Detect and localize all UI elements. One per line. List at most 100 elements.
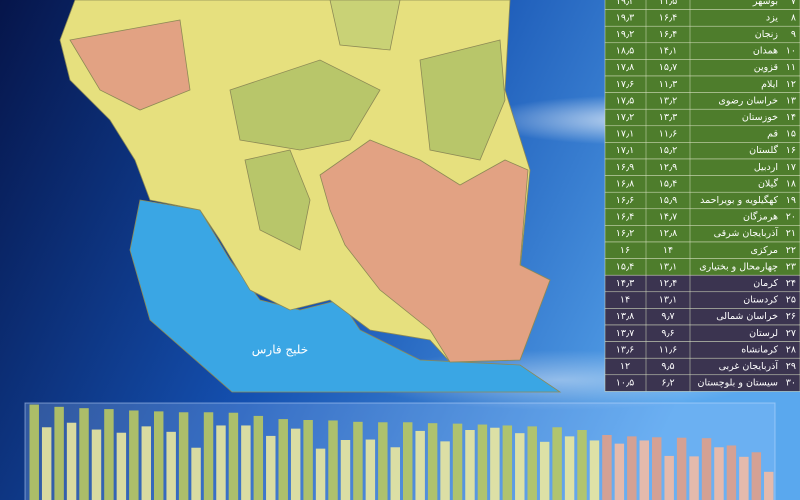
value: ۱۷٫۱ <box>616 129 634 140</box>
value: ۱۰٫۵ <box>616 378 634 389</box>
bar <box>129 410 139 500</box>
bar <box>79 408 89 500</box>
bar <box>465 430 475 500</box>
bar <box>676 437 687 500</box>
rank: ۲۴ <box>786 278 796 289</box>
bar <box>440 441 450 500</box>
value: ۱۴ <box>663 245 673 256</box>
bar <box>751 452 762 500</box>
bar <box>228 412 239 500</box>
table: ۷ بوشهر ۱۱٫۵ ۱۹٫۳ ۸ یزد ۱۶٫۴ ۱۹٫۳ ۹ زنجان ۱۶٫۴ ۱۹٫۲… <box>604 0 800 392</box>
rank: ۱۸ <box>786 178 796 189</box>
bar <box>726 445 737 500</box>
value: ۹٫۵ <box>661 361 674 372</box>
value: ۱۷٫۸ <box>616 62 634 73</box>
bar <box>403 422 413 500</box>
value: ۱۹٫۳ <box>616 0 634 7</box>
rank: ۲۵ <box>786 295 796 306</box>
bar <box>415 430 425 500</box>
bar <box>502 425 513 500</box>
value: ۱۵٫۴ <box>659 178 677 189</box>
value: ۱۱٫۳ <box>659 79 677 90</box>
province-name: بوشهر <box>752 0 778 7</box>
value: ۱۶٫۹ <box>616 162 634 173</box>
rank: ۱۹ <box>786 195 796 206</box>
province <box>329 0 401 51</box>
value: ۱۶٫۴ <box>616 212 634 223</box>
value: ۱۲٫۴ <box>659 278 677 289</box>
bar <box>66 422 77 500</box>
value: ۱۶٫۲ <box>616 228 634 239</box>
value: ۱۷٫۶ <box>616 79 634 90</box>
bar <box>29 404 39 500</box>
bar <box>490 427 500 500</box>
bar <box>253 415 264 500</box>
province-name: قم <box>767 129 778 140</box>
province-name: کردستان <box>743 295 778 306</box>
bar <box>191 447 201 500</box>
province-name: خوزستان <box>742 112 778 123</box>
rank: ۲۳ <box>786 261 796 272</box>
rank: ۹ <box>791 29 796 40</box>
rank: ۲۲ <box>786 245 796 256</box>
value: ۱۶٫۴ <box>659 29 677 40</box>
rank: ۸ <box>791 12 796 23</box>
bar-chart <box>29 404 774 500</box>
province <box>229 59 381 151</box>
value: ۱۷٫۲ <box>616 112 634 123</box>
value: ۱۶٫۸ <box>616 178 634 189</box>
value: ۱۳٫۱ <box>659 295 677 306</box>
bar <box>427 423 438 500</box>
bar <box>303 420 313 500</box>
value: ۹٫۷ <box>661 311 674 322</box>
bar <box>203 412 214 500</box>
bar <box>477 424 488 500</box>
bar <box>54 406 64 500</box>
map-label: خلیج فارس <box>252 343 308 358</box>
rank: ۲۰ <box>786 212 796 223</box>
province-name: همدان <box>753 46 778 57</box>
bar <box>290 428 301 500</box>
bar <box>515 433 525 500</box>
province-name: آذربایجان شرقی <box>714 226 779 239</box>
value: ۱۷٫۵ <box>616 95 634 106</box>
sea <box>129 199 562 393</box>
province-name: گیلان <box>758 177 779 189</box>
value: ۱۳٫۲ <box>659 95 677 106</box>
bar <box>564 436 575 500</box>
bar <box>577 430 587 500</box>
rank: ۲۹ <box>786 361 796 372</box>
bar <box>116 432 127 500</box>
bar <box>353 421 363 500</box>
province-name: یزد <box>766 12 778 23</box>
province-name: خراسان شمالی <box>716 311 778 322</box>
value: ۱۶٫۶ <box>616 195 634 206</box>
value: ۱۳٫۸ <box>616 311 634 322</box>
bar <box>652 437 662 500</box>
province-name: اردبیل <box>754 162 778 173</box>
bar <box>639 440 649 500</box>
value: ۱۱٫۵ <box>659 0 677 7</box>
bar <box>614 443 625 500</box>
value: ۹٫۶ <box>661 328 674 339</box>
bar <box>340 440 351 500</box>
bar <box>589 440 600 500</box>
province <box>419 39 506 161</box>
bar <box>41 427 52 500</box>
rank: ۱۳ <box>786 95 796 106</box>
table-row <box>604 374 800 392</box>
bar <box>689 456 699 500</box>
province-name: چهارمحال و بختیاری <box>699 261 778 272</box>
value: ۱۲ <box>620 361 630 372</box>
value: ۱۲٫۹ <box>659 162 677 173</box>
bar <box>141 426 151 500</box>
bar <box>452 423 463 500</box>
value: ۱۴٫۱ <box>659 46 677 57</box>
bar <box>527 426 537 500</box>
bar <box>390 447 400 500</box>
value: ۱۴ <box>620 295 630 306</box>
rank: ۲۶ <box>786 311 796 322</box>
rank: ۱۴ <box>786 112 796 123</box>
bar <box>739 456 749 500</box>
